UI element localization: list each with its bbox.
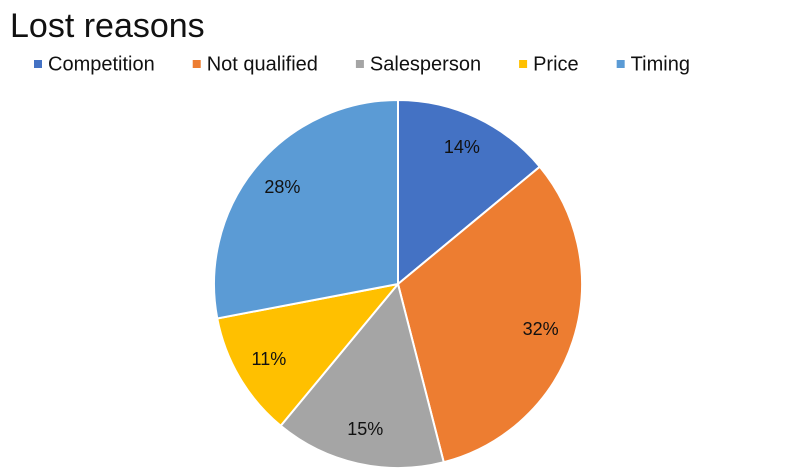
legend-label: Price <box>533 53 579 75</box>
legend-label: Timing <box>631 53 690 75</box>
legend-swatch <box>616 60 625 68</box>
data-label: 15% <box>347 419 383 439</box>
legend-label: Competition <box>48 53 155 75</box>
legend-swatch <box>192 60 201 68</box>
data-label: 28% <box>264 177 300 197</box>
legend-swatch <box>519 60 528 68</box>
legend-label: Salesperson <box>370 53 481 75</box>
legend-swatch <box>34 60 42 68</box>
pie-slice <box>216 282 401 428</box>
legend-label: Not qualified <box>207 53 318 75</box>
data-label: 14% <box>444 137 480 157</box>
chart-title: Lost reasons <box>10 7 205 45</box>
pie-slice <box>397 98 542 287</box>
data-label: 32% <box>523 319 559 339</box>
data-label: 11% <box>252 349 287 369</box>
pie-slice <box>396 165 583 464</box>
pie-slice <box>213 98 399 320</box>
legend-swatch <box>355 60 364 68</box>
pie-slice <box>279 281 445 469</box>
